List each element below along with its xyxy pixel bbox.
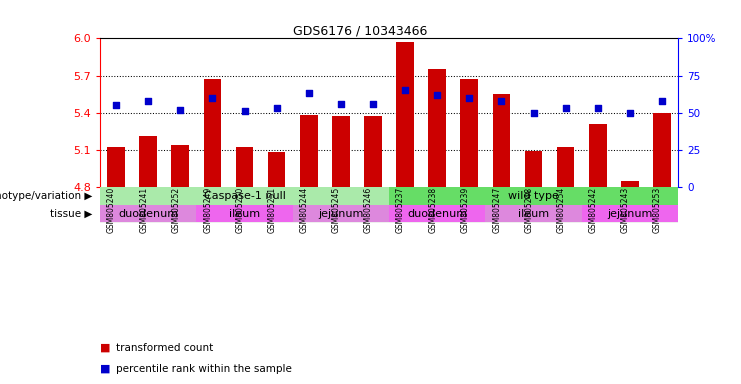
Bar [396,42,414,187]
Text: GSM805247: GSM805247 [493,187,502,233]
Bar [268,152,285,187]
Text: tissue ▶: tissue ▶ [50,209,93,219]
Bar [196,205,293,222]
Bar [139,136,157,187]
Text: GSM805241: GSM805241 [139,187,148,233]
Point [367,101,379,107]
Point [142,98,154,104]
Bar [300,115,318,187]
Text: jejunum: jejunum [607,209,653,219]
Text: jejunum: jejunum [318,209,364,219]
Text: GSM805252: GSM805252 [171,187,180,233]
Text: transformed count: transformed count [116,343,213,353]
Text: GSM805246: GSM805246 [364,187,373,233]
Text: GSM805239: GSM805239 [460,187,469,233]
Text: Caspase-1 null: Caspase-1 null [204,191,285,201]
Bar [428,70,446,187]
Bar [107,147,125,187]
Bar [621,181,639,187]
Bar [460,79,478,187]
Text: ■: ■ [100,343,114,353]
Text: GSM805251: GSM805251 [268,187,276,233]
Text: GSM805242: GSM805242 [589,187,598,233]
Bar [364,116,382,187]
Bar [556,147,574,187]
Bar [493,94,511,187]
Text: GSM805250: GSM805250 [236,187,245,233]
Text: GSM805238: GSM805238 [428,187,437,233]
Title: GDS6176 / 10343466: GDS6176 / 10343466 [293,24,428,37]
Point [559,105,571,111]
Point [399,87,411,93]
Text: percentile rank within the sample: percentile rank within the sample [116,364,292,374]
Bar [100,205,196,222]
Bar [389,187,678,205]
Bar [582,205,678,222]
Point [624,110,636,116]
Bar [100,187,389,205]
Text: ileum: ileum [229,209,260,219]
Bar [332,116,350,187]
Point [528,110,539,116]
Text: wild type: wild type [508,191,559,201]
Text: GSM805249: GSM805249 [204,187,213,233]
Point [335,101,347,107]
Text: ■: ■ [100,364,114,374]
Point [463,95,475,101]
Text: GSM805243: GSM805243 [621,187,630,233]
Text: duodenum: duodenum [407,209,468,219]
Text: GSM805253: GSM805253 [653,187,662,233]
Text: GSM805237: GSM805237 [396,187,405,233]
Bar [653,113,671,187]
Point [656,98,668,104]
Point [303,90,315,96]
Point [431,92,443,98]
Bar [236,147,253,187]
Point [592,105,604,111]
Text: duodenum: duodenum [118,209,179,219]
Point [239,108,250,114]
Point [174,107,186,113]
Text: GSM805254: GSM805254 [556,187,565,233]
Point [207,95,219,101]
Text: GSM805240: GSM805240 [107,187,116,233]
Point [496,98,508,104]
Text: genotype/variation ▶: genotype/variation ▶ [0,191,93,201]
Text: ileum: ileum [518,209,549,219]
Text: GSM805244: GSM805244 [300,187,309,233]
Bar [204,79,222,187]
Text: GSM805248: GSM805248 [525,187,534,233]
Bar [525,151,542,187]
Bar [589,124,607,187]
Text: GSM805245: GSM805245 [332,187,341,233]
Bar [171,145,189,187]
Point [270,105,282,111]
Point [110,102,122,108]
Bar [293,205,389,222]
Bar [389,205,485,222]
Bar [485,205,582,222]
